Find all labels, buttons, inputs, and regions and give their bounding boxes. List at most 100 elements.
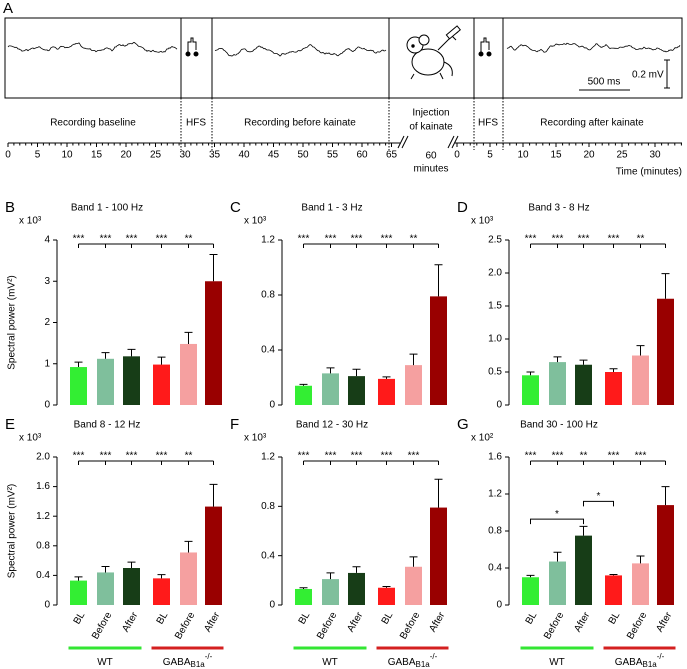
dotted-dividers (180, 98, 504, 150)
sig-label: *** (351, 234, 363, 245)
eeg-trace (7, 41, 178, 53)
sig-label: ** (637, 234, 645, 245)
bar (378, 378, 395, 405)
eeg-trace (214, 44, 387, 57)
gap-label: minutes (413, 164, 448, 175)
bar (153, 364, 170, 405)
scale-time: 500 ms (588, 77, 621, 88)
bar (295, 588, 312, 605)
group-label: WT (322, 657, 338, 668)
error-bar (209, 253, 218, 282)
time-tick-label: 35 (209, 150, 221, 161)
y-tick-label: 0.4 (488, 563, 502, 574)
group-name: WT (97, 657, 113, 668)
x-tick-label: After (202, 610, 222, 634)
group-sup: -/- (430, 652, 438, 661)
sig-label: *** (156, 451, 168, 462)
group-sup: -/- (205, 652, 213, 661)
dividers (180, 18, 504, 98)
axis-multiplier: x 10³ (19, 216, 42, 227)
error-bar (636, 345, 645, 356)
y-tick-label: 4 (44, 235, 50, 246)
x-tick-label: BL (297, 610, 313, 626)
bar (575, 364, 592, 405)
y-axis-title: Spectral power (mV²) (7, 484, 18, 578)
group-label: WT (549, 657, 565, 668)
y-tick-label: 2 (44, 317, 50, 328)
error-bar (74, 576, 83, 581)
error-bar (157, 356, 166, 365)
sig-label: *** (100, 234, 112, 245)
bar (549, 362, 566, 405)
error-bar (326, 367, 335, 374)
y-tick-label: 0 (496, 600, 502, 611)
sig-label: *** (635, 451, 647, 462)
comparison-bracket (583, 500, 614, 507)
segment-label: Recording after kainate (540, 118, 644, 129)
group-sub: B1a (416, 660, 431, 669)
group-name: GABA (163, 657, 191, 668)
panel-letter: C (230, 199, 241, 216)
y-tick-label: 0.8 (36, 540, 50, 551)
x-tick-label: Before (315, 610, 339, 641)
x-tick-label: After (427, 610, 447, 634)
sig-label: *** (126, 451, 138, 462)
error-bar (434, 264, 443, 297)
scale-voltage: 0.2 mV (632, 70, 664, 81)
y-tick-label: 0 (496, 400, 502, 411)
error-bar (609, 368, 618, 372)
chart-title: Band 1 - 3 Hz (301, 203, 362, 214)
sig-bracket (530, 243, 666, 248)
error-bar (101, 566, 110, 573)
bar (657, 505, 674, 605)
x-tick-label: After (345, 610, 365, 634)
bar (70, 367, 87, 405)
time-tick-label: 50 (297, 150, 309, 161)
x-tick-label: BL (524, 610, 540, 626)
bar (405, 365, 422, 405)
panel-letter: B (5, 199, 15, 216)
error-bar (352, 566, 361, 573)
bar (632, 355, 649, 405)
x-tick-label: After (654, 610, 674, 634)
bar (97, 358, 114, 405)
bar (378, 587, 395, 605)
bar (180, 552, 197, 605)
x-tick-label: Before (625, 610, 649, 641)
mouse-icon (406, 25, 461, 80)
y-tick-label: 0.4 (261, 345, 275, 356)
bar (632, 563, 649, 605)
group-label: GABAB1a-/- (615, 652, 665, 669)
group-sub: B1a (191, 660, 206, 669)
error-bar (526, 371, 535, 376)
y-tick-label: 0 (269, 600, 275, 611)
time-axis (8, 135, 682, 149)
bar (605, 575, 622, 605)
error-bar (553, 356, 562, 363)
error-bar (101, 352, 110, 359)
error-bar (434, 478, 443, 508)
sig-label: *** (608, 234, 620, 245)
y-tick-label: 2.5 (488, 235, 502, 246)
sig-label: ** (185, 451, 193, 462)
time-tick-label: 45 (268, 150, 280, 161)
sig-label: *** (156, 234, 168, 245)
sig-label: *** (552, 451, 564, 462)
time-tick-label: 30 (649, 150, 661, 161)
sig-bracket (303, 460, 439, 465)
y-tick-label: 0.4 (261, 550, 275, 561)
trace-box (4, 17, 683, 99)
x-tick-label: BL (72, 610, 88, 626)
sig-label: *** (298, 451, 310, 462)
time-tick-label: 60 (356, 150, 368, 161)
bar (205, 281, 222, 405)
x-tick-label: Before (173, 610, 197, 641)
error-bar (157, 574, 166, 579)
x-tick-label: Before (90, 610, 114, 641)
x-tick-label: BL (380, 610, 396, 626)
y-tick-label: 0.8 (261, 501, 275, 512)
error-bar (209, 483, 218, 507)
y-tick-label: 1.2 (488, 489, 502, 500)
time-tick-label: 5 (35, 150, 41, 161)
